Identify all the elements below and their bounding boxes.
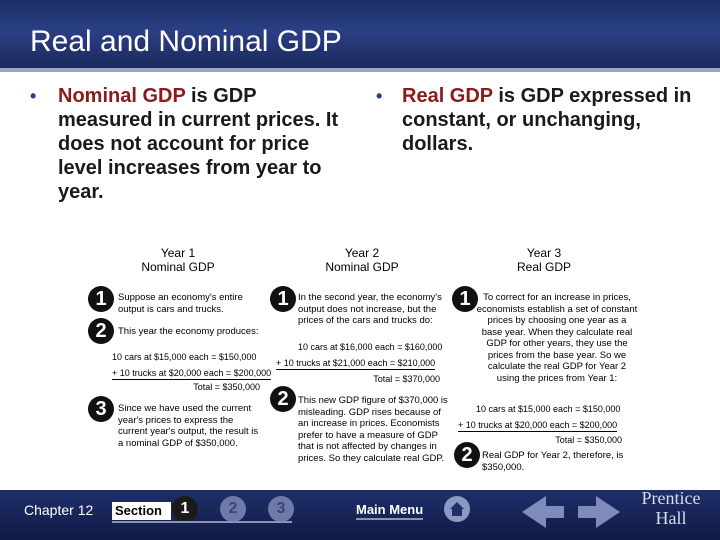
col-heading-year3: Year 3 Real GDP bbox=[516, 246, 572, 274]
step-number-2: 2 bbox=[270, 386, 296, 412]
slide-title: Real and Nominal GDP bbox=[30, 25, 342, 58]
section-1-button[interactable]: 1 bbox=[172, 496, 198, 522]
chapter-label: Chapter 12 bbox=[24, 502, 94, 518]
step-number-2: 2 bbox=[454, 442, 480, 468]
bullet-dot-left: • bbox=[30, 86, 37, 106]
home-icon[interactable] bbox=[444, 496, 470, 522]
col1-step3-text: Since we have used the current year's pr… bbox=[118, 403, 259, 449]
bullet-nominal: Nominal GDP is GDP measured in current p… bbox=[58, 84, 348, 204]
col-heading-year1: Year 1 Nominal GDP bbox=[141, 246, 215, 274]
col1-calc-cars: 10 cars at $15,000 each = $150,000 bbox=[112, 352, 257, 362]
col2-step1-text: In the second year, the economy's output… bbox=[298, 292, 442, 326]
col1-calc-trucks: + 10 trucks at $20,000 each = $200,000 bbox=[112, 368, 272, 380]
publisher-logo: Prentice Hall bbox=[641, 488, 701, 528]
next-arrow-icon[interactable] bbox=[574, 492, 624, 532]
bullet-real: Real GDP is GDP expressed in constant, o… bbox=[402, 84, 702, 156]
step-number-3: 3 bbox=[88, 396, 114, 422]
col1-step2-text: This year the economy produces: bbox=[118, 326, 259, 337]
previous-arrow-icon[interactable] bbox=[518, 492, 568, 532]
section-2-button[interactable]: 2 bbox=[220, 496, 246, 522]
bullet-nominal-text: is GDP measured in current prices. It do… bbox=[58, 85, 339, 203]
col3-calc-cars: 10 cars at $15,000 each = $150,000 bbox=[476, 404, 621, 414]
header-divider bbox=[0, 68, 720, 72]
col2-calc-trucks: + 10 trucks at $21,000 each = $210,000 bbox=[276, 358, 436, 370]
col2-step2-text: This new GDP figure of $370,000 is misle… bbox=[298, 395, 448, 464]
col3-calc-trucks: + 10 trucks at $20,000 each = $200,000 bbox=[458, 420, 618, 432]
term-real-gdp: Real GDP bbox=[402, 85, 493, 107]
col1-total: Total = $350,000 bbox=[193, 382, 260, 392]
col2-calc-cars: 10 cars at $16,000 each = $160,000 bbox=[298, 342, 443, 352]
col2-total: Total = $370,000 bbox=[373, 374, 440, 384]
step-number-2: 2 bbox=[88, 318, 114, 344]
section-label: Section bbox=[112, 502, 171, 520]
col3-total: Total = $350,000 bbox=[555, 435, 622, 445]
step-number-1: 1 bbox=[452, 286, 478, 312]
col3-step2-text: Real GDP for Year 2, therefore, is $350,… bbox=[482, 450, 624, 473]
step-number-1: 1 bbox=[270, 286, 296, 312]
section-underline bbox=[112, 521, 292, 523]
bullet-dot-right: • bbox=[376, 86, 383, 106]
col-heading-year2: Year 2 Nominal GDP bbox=[325, 246, 399, 274]
main-menu-link[interactable]: Main Menu bbox=[356, 502, 424, 520]
col3-step1-text: To correct for an increase in prices, ec… bbox=[476, 292, 638, 384]
section-3-button[interactable]: 3 bbox=[268, 496, 294, 522]
step-number-1: 1 bbox=[88, 286, 114, 312]
slide-header bbox=[0, 0, 720, 68]
term-nominal-gdp: Nominal GDP bbox=[58, 85, 186, 107]
bullet-real-text: is GDP expressed in constant, or unchang… bbox=[402, 85, 692, 155]
col1-step1-text: Suppose an economy's entire output is ca… bbox=[118, 292, 243, 315]
